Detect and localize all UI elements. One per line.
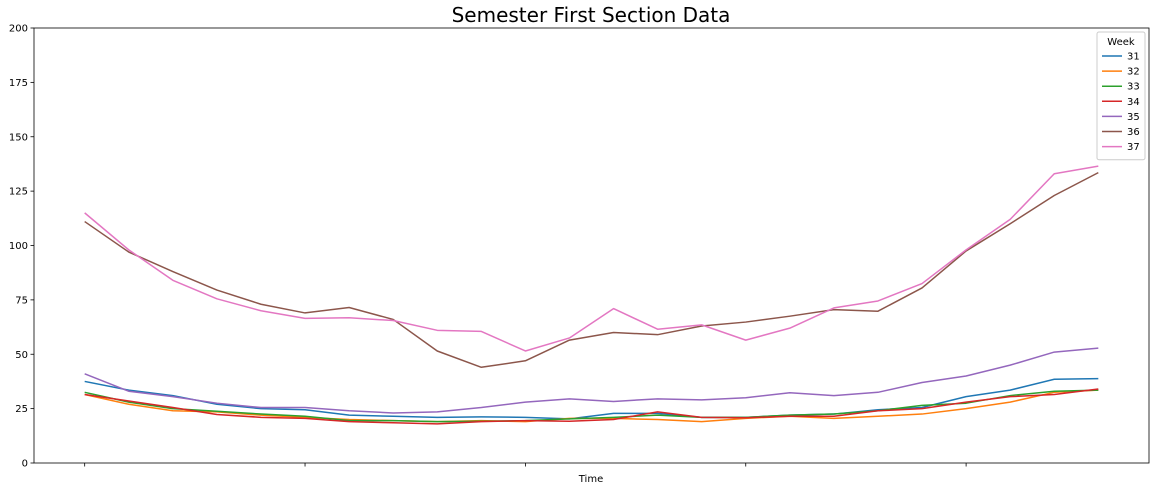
legend-label-36: 36 bbox=[1127, 127, 1140, 138]
legend-label-35: 35 bbox=[1127, 112, 1140, 123]
legend-label-33: 33 bbox=[1127, 82, 1140, 93]
legend-box bbox=[1096, 31, 1146, 161]
x-axis-label: Time bbox=[578, 474, 603, 485]
plot-area bbox=[33, 27, 1150, 464]
y-tick-label: 75 bbox=[15, 295, 28, 306]
series-line-35 bbox=[84, 347, 1099, 414]
y-tick-label: 50 bbox=[15, 350, 28, 361]
y-tick-label: 175 bbox=[9, 78, 28, 89]
legend-label-37: 37 bbox=[1127, 142, 1140, 153]
legend-label-32: 32 bbox=[1127, 67, 1140, 78]
chart-title: Semester First Section Data bbox=[452, 3, 731, 27]
series-line-33 bbox=[84, 389, 1099, 423]
legend-title: Week bbox=[1107, 37, 1135, 48]
series-line-36 bbox=[84, 171, 1099, 369]
legend-label-34: 34 bbox=[1127, 97, 1140, 108]
series-line-34 bbox=[84, 388, 1099, 425]
series-line-37 bbox=[84, 165, 1099, 352]
y-tick-label: 0 bbox=[22, 459, 28, 470]
legend: Week 31 32 33 34 35 36 37 bbox=[1096, 31, 1146, 161]
series-layer bbox=[84, 165, 1099, 425]
y-tick-label: 150 bbox=[9, 132, 28, 143]
x-axis bbox=[84, 463, 967, 467]
legend-label-31: 31 bbox=[1127, 52, 1140, 63]
y-tick-label: 25 bbox=[15, 404, 28, 415]
y-tick-label: 125 bbox=[9, 187, 28, 198]
y-axis: 0 25 50 75 100 125 150 175 200 bbox=[9, 24, 34, 470]
y-tick-label: 100 bbox=[9, 241, 28, 252]
plot-frame bbox=[33, 27, 1150, 464]
y-tick-label: 200 bbox=[9, 24, 28, 35]
